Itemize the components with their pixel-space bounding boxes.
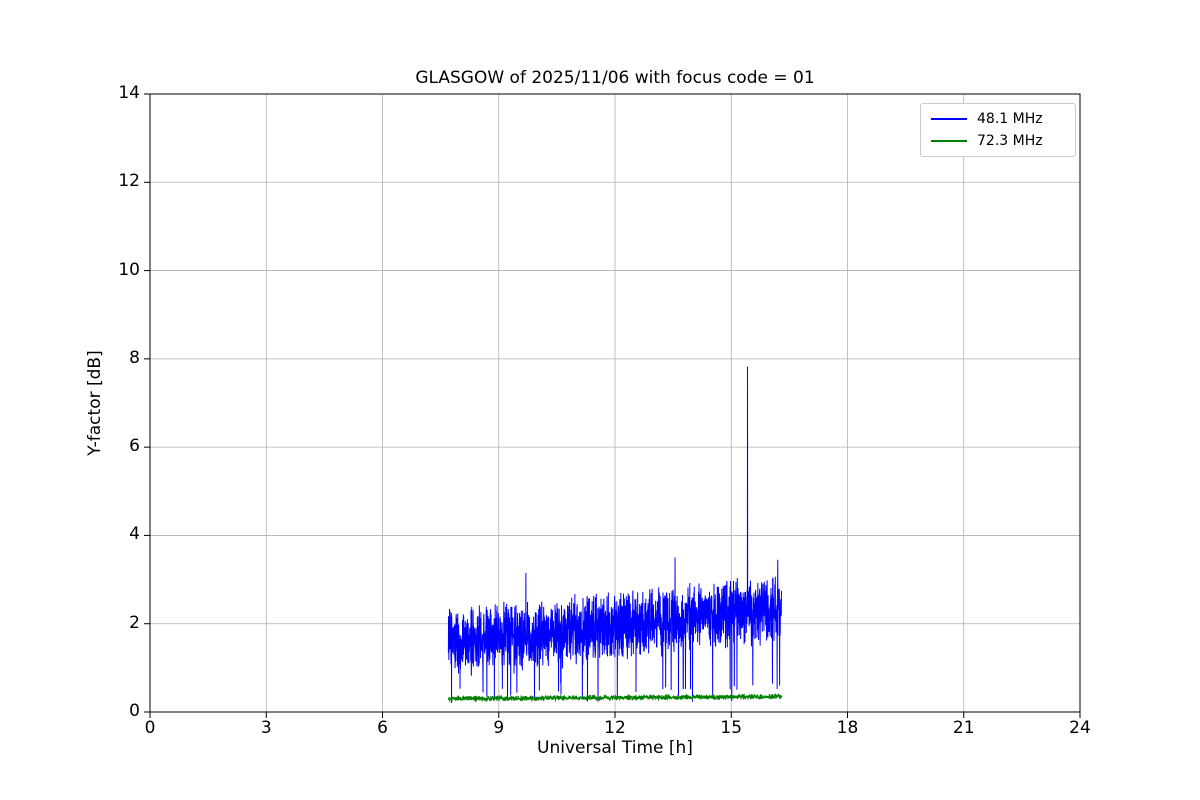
y-tick-label: 0 xyxy=(129,701,140,721)
series-group xyxy=(447,366,783,703)
y-tick-label: 4 xyxy=(129,524,140,545)
x-tick-label: 12 xyxy=(604,718,626,738)
x-tick-label: 0 xyxy=(144,718,156,738)
series-line-72.3-mhz xyxy=(447,693,783,703)
x-tick-label: 15 xyxy=(720,718,743,738)
series-line-48.1-mhz xyxy=(447,366,783,703)
tick-marks xyxy=(144,93,1081,718)
y-tick-label: 12 xyxy=(118,171,140,192)
x-axis-label: Universal Time [h] xyxy=(537,738,693,758)
legend-label: 72.3 MHz xyxy=(977,133,1043,149)
y-tick-label: 8 xyxy=(129,347,140,368)
legend: 48.1 MHz 72.3 MHz xyxy=(920,103,1076,157)
legend-line-sample xyxy=(931,118,967,120)
x-tick-label: 3 xyxy=(260,718,272,738)
x-tick-label: 24 xyxy=(1069,718,1091,738)
y-tick-label: 2 xyxy=(129,612,140,633)
x-tick-label: 21 xyxy=(952,718,975,738)
legend-item: 48.1 MHz xyxy=(931,111,1065,127)
legend-label: 48.1 MHz xyxy=(977,111,1043,127)
legend-line-sample xyxy=(931,140,967,142)
y-tick-label: 10 xyxy=(118,259,140,280)
x-tick-label: 9 xyxy=(493,718,505,738)
chart-title: GLASGOW of 2025/11/06 with focus code = … xyxy=(415,68,815,88)
x-tick-label: 18 xyxy=(836,718,859,738)
y-tick-label: 14 xyxy=(118,83,140,103)
legend-item: 72.3 MHz xyxy=(931,133,1065,149)
y-tick-label: 6 xyxy=(129,436,140,457)
x-tick-label: 6 xyxy=(377,718,388,738)
